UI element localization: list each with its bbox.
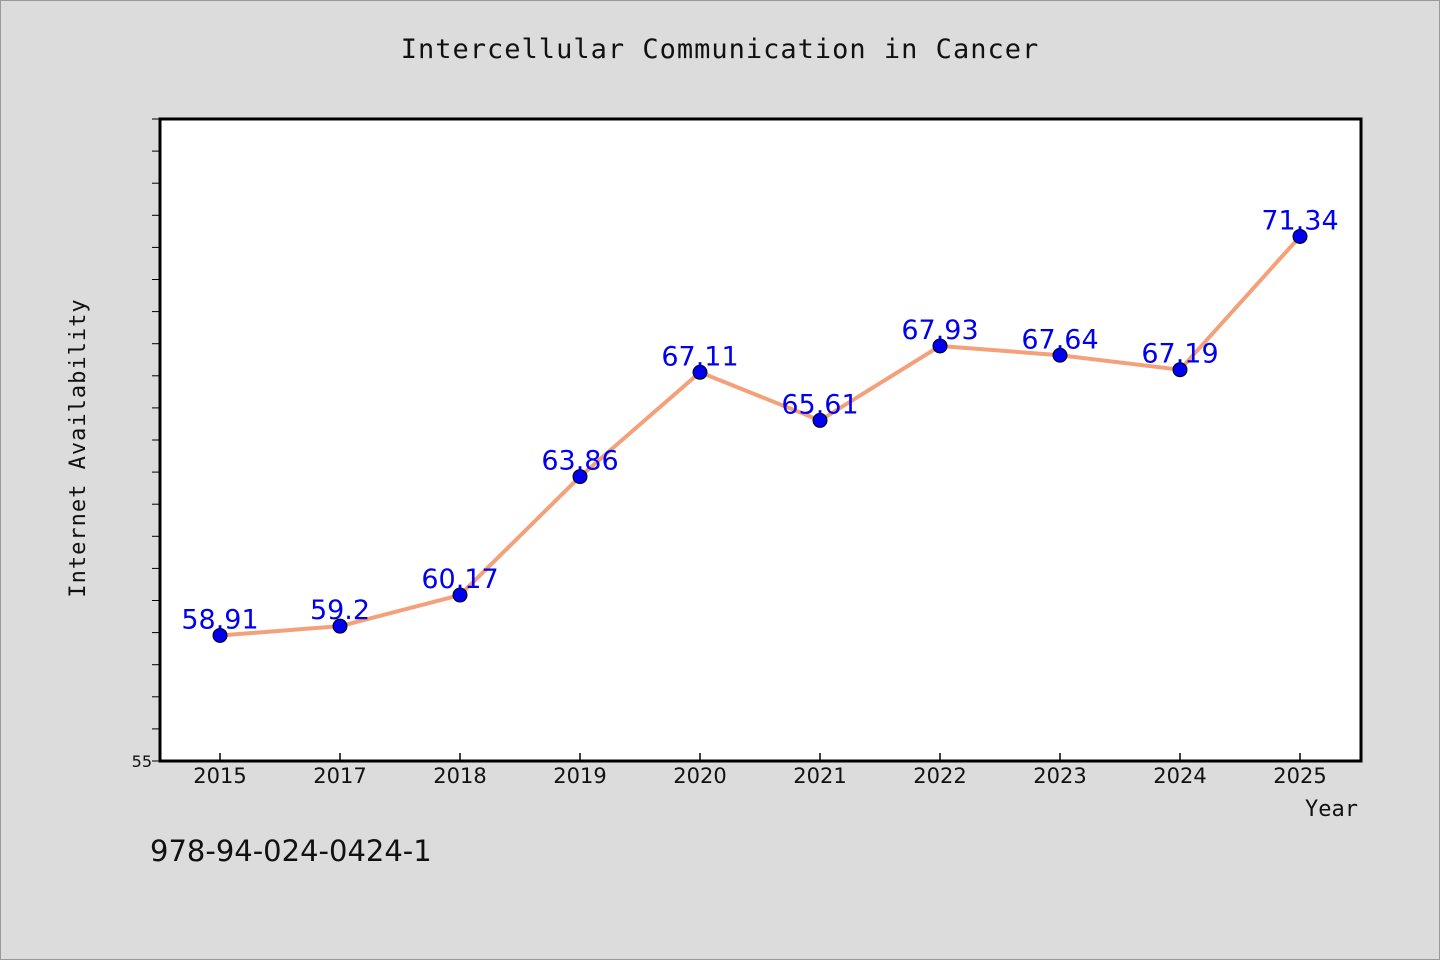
chart-title: Intercellular Communication in Cancer	[400, 34, 1040, 65]
data-point	[332, 618, 348, 634]
x-tick-label: 2023	[1033, 764, 1086, 788]
x-tick-label: 2024	[1153, 764, 1206, 788]
data-point	[572, 469, 588, 485]
x-tick-label: 2020	[673, 764, 726, 788]
data-label: 67.93	[901, 315, 978, 346]
data-point	[1292, 228, 1308, 244]
data-label: 58.91	[181, 604, 258, 635]
data-label: 67.11	[661, 341, 738, 372]
data-label: 60.17	[421, 564, 498, 595]
series-line	[219, 235, 1302, 638]
data-point	[692, 364, 708, 380]
x-tick-label: 2018	[433, 764, 486, 788]
x-tick-label: 2017	[313, 764, 366, 788]
data-label: 67.64	[1021, 324, 1098, 355]
data-point	[452, 587, 468, 603]
data-label: 63.86	[541, 446, 618, 477]
x-axis-title: Year	[1305, 797, 1358, 822]
x-tick-label: 2019	[553, 764, 606, 788]
x-tick-label: 2025	[1273, 764, 1326, 788]
footer-code: 978-94-024-0424-1	[150, 834, 432, 868]
series-markers	[212, 228, 1308, 643]
data-point	[1052, 347, 1068, 363]
data-point	[212, 627, 228, 643]
plot-area	[158, 117, 1363, 763]
y-axis-title: Internet Availability	[66, 298, 91, 597]
x-tick-label: 2022	[913, 764, 966, 788]
x-tick-label: 2015	[193, 764, 246, 788]
data-label: 71.34	[1261, 205, 1338, 236]
data-point	[812, 412, 828, 428]
data-label: 59.2	[310, 595, 370, 626]
data-label: 65.61	[781, 389, 858, 420]
data-point	[932, 338, 948, 354]
y-axis-min-label: 55	[132, 752, 152, 771]
data-labels: 58.91 59.2 60.17 63.86 67.11 65.61 67.93 67.64 6…	[181, 205, 1338, 635]
x-axis-ticks: 2015 2017 2018 2019 2020 2021 2022 2023 2024 2025	[193, 753, 1327, 788]
data-point	[1172, 362, 1188, 378]
y-axis-ticks	[152, 118, 160, 762]
data-label: 67.19	[1141, 339, 1218, 370]
x-tick-label: 2021	[793, 764, 846, 788]
